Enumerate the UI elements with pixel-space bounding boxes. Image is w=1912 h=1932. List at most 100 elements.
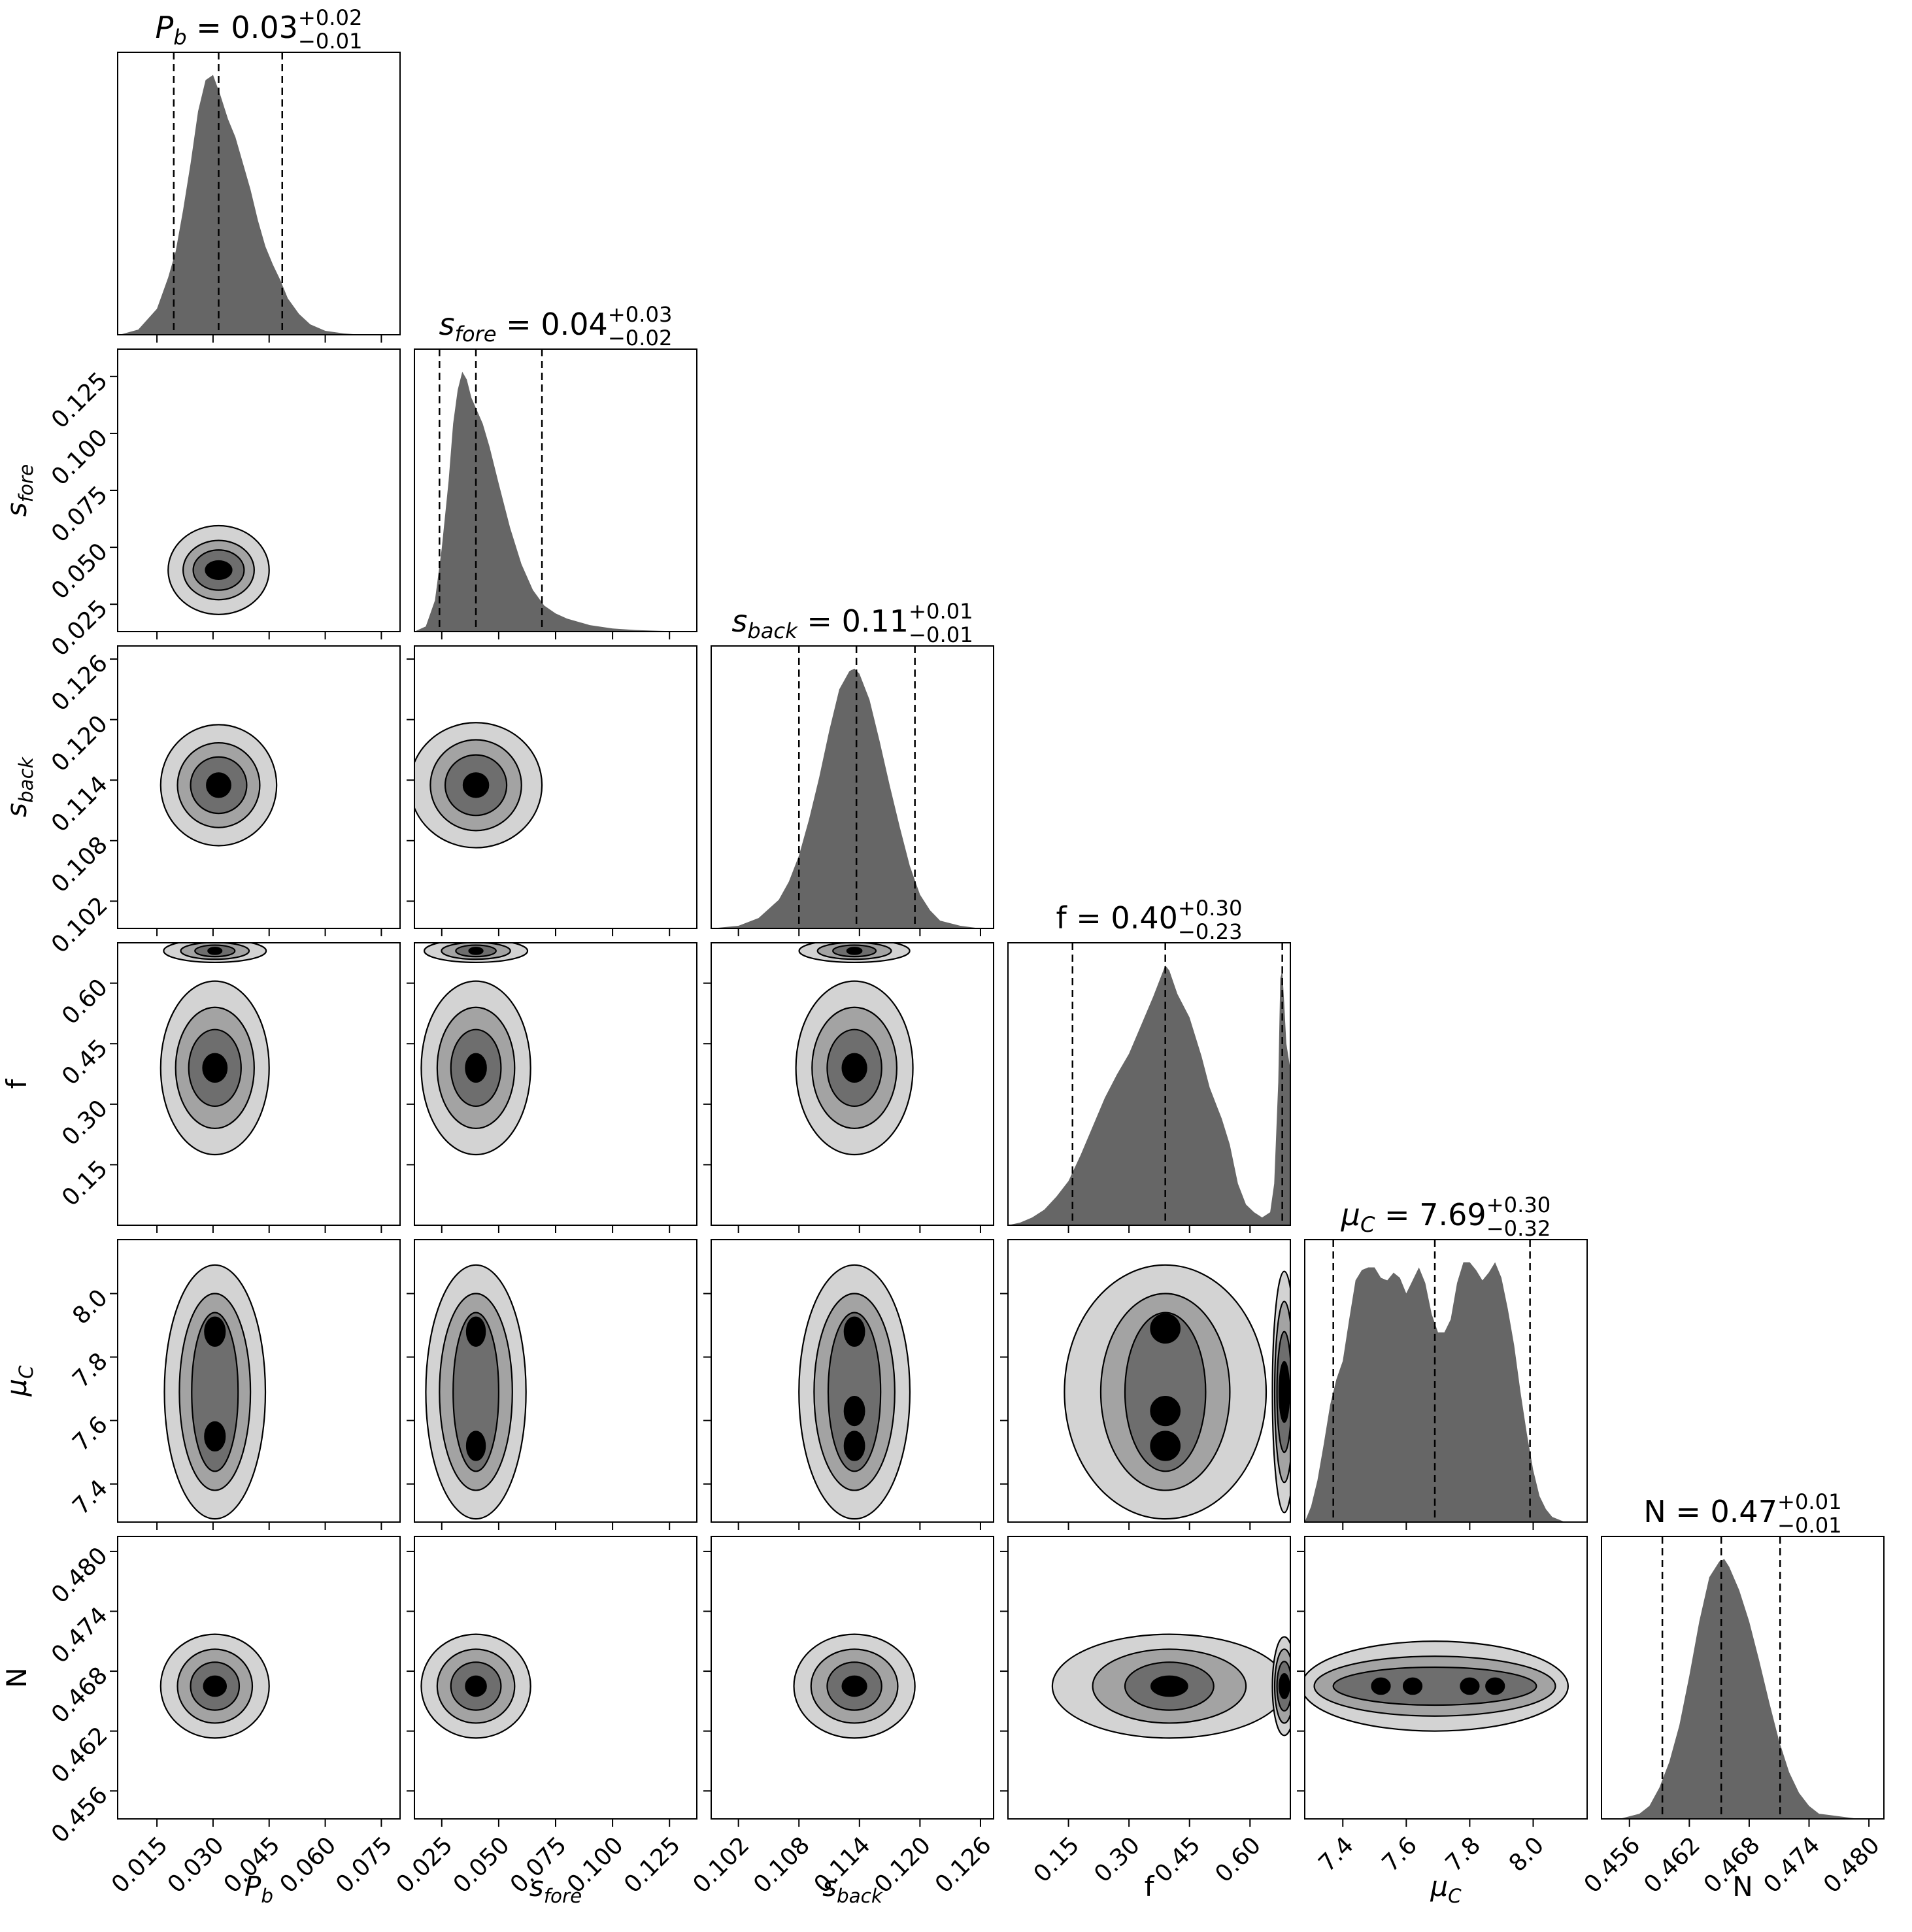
contour-level-3-Pb-f bbox=[202, 1053, 228, 1083]
contour-group-sback-f bbox=[795, 943, 914, 1156]
contour-group-sfore-f bbox=[420, 943, 531, 1156]
contour-group-sfore-N bbox=[420, 1633, 531, 1739]
contour-group-f-N bbox=[1051, 1633, 1290, 1739]
x-axis-label-Pb: Pb bbox=[244, 1871, 273, 1907]
contour-level-2-Pb-muC bbox=[191, 1312, 239, 1472]
title-N-symbol: N bbox=[1643, 1494, 1666, 1529]
y-axis-label-N-symbol: N bbox=[1, 1667, 33, 1687]
panel-frame-3-2 bbox=[711, 942, 994, 1226]
contour-blob-1-f-muC bbox=[1150, 1396, 1181, 1427]
x-axis-label-N: N bbox=[1732, 1871, 1753, 1903]
contour-topband-3-sfore-f bbox=[468, 947, 484, 955]
panel-frame-2-2 bbox=[711, 645, 994, 929]
x-axis-label-muC-subscript: C bbox=[1448, 1885, 1462, 1907]
histogram-N bbox=[1602, 1559, 1884, 1819]
x-axis-label-sback-symbol: s bbox=[822, 1871, 837, 1903]
contour-group-Pb-sfore bbox=[167, 524, 270, 615]
y-axis-label-sback-symbol: s bbox=[1, 803, 33, 817]
panel-frame-5-3 bbox=[1007, 1536, 1291, 1820]
contour-group-sback-N bbox=[793, 1633, 916, 1739]
contour-panel-Pb-N bbox=[159, 1633, 270, 1739]
contour-level-3-sfore-sback bbox=[462, 772, 490, 798]
x-axis-label-f: f bbox=[1145, 1871, 1155, 1903]
y-axis-label-f-symbol: f bbox=[1, 1078, 33, 1089]
x-axis-label-sfore: sfore bbox=[529, 1871, 582, 1907]
title-eq-f: = 0.40 bbox=[1067, 900, 1178, 936]
contour-panel-sback-f bbox=[795, 943, 914, 1156]
contour-blob-3-muC-N bbox=[1485, 1677, 1505, 1695]
contour-blob-0-Pb-muC bbox=[204, 1316, 226, 1347]
contour-panel-muC-N bbox=[1305, 1640, 1569, 1732]
title-muC: μC = 7.69+0.30 −0.32 bbox=[1341, 1193, 1551, 1241]
contour-blob-1-sback-muC bbox=[843, 1396, 865, 1427]
contour-topband-3-sback-f bbox=[846, 947, 863, 955]
histogram-f bbox=[1008, 965, 1290, 1225]
contour-panel-sfore-f bbox=[420, 943, 531, 1156]
contour-blob-0-muC-N bbox=[1371, 1677, 1391, 1695]
y-axis-label-muC-subscript: C bbox=[15, 1365, 37, 1379]
contour-group-sback-muC bbox=[798, 1264, 911, 1520]
contour-blob-1-muC-N bbox=[1402, 1677, 1423, 1695]
contour-blob-0-sfore-muC bbox=[465, 1316, 486, 1347]
y-axis-label-sback-subscript: back bbox=[15, 756, 37, 803]
x-axis-label-sfore-symbol: s bbox=[529, 1871, 544, 1903]
panel-frame-4-4 bbox=[1304, 1239, 1588, 1523]
panel-frame-5-5 bbox=[1601, 1536, 1885, 1820]
contour-blob-2-f-muC bbox=[1150, 1431, 1181, 1461]
panel-frame-3-0 bbox=[117, 942, 401, 1226]
title-eq-N: = 0.47 bbox=[1666, 1494, 1777, 1529]
title-minus-Pb: −0.01 bbox=[298, 29, 363, 54]
title-sfore-subscript: fore bbox=[455, 322, 497, 347]
contour-panel-f-muC bbox=[1064, 1264, 1290, 1520]
title-plus-f: +0.30 bbox=[1178, 896, 1243, 921]
contour-level-3-f-N bbox=[1150, 1675, 1188, 1697]
contour-blob-0-f-muC bbox=[1150, 1313, 1181, 1344]
contour-level-3-sfore-f bbox=[465, 1053, 487, 1083]
title-eq-sfore: = 0.04 bbox=[497, 307, 608, 342]
contour-panel-sfore-muC bbox=[425, 1264, 527, 1520]
title-plus-sback: +0.01 bbox=[909, 599, 973, 624]
contour-blob-1-sfore-muC bbox=[465, 1431, 486, 1461]
contour-panel-sback-muC bbox=[798, 1264, 911, 1520]
histogram-muC bbox=[1305, 1262, 1587, 1522]
histogram-sfore bbox=[414, 371, 697, 632]
panel-frame-5-4 bbox=[1304, 1536, 1588, 1820]
contour-panel-Pb-sback bbox=[159, 724, 278, 847]
contour-rightband-3-f-N bbox=[1278, 1673, 1290, 1699]
x-axis-label-sfore-subscript: fore bbox=[544, 1885, 582, 1907]
y-axis-label-sfore-symbol: s bbox=[1, 502, 33, 517]
title-minus-muC: −0.32 bbox=[1486, 1216, 1551, 1241]
contour-level-3-sfore-N bbox=[465, 1675, 487, 1697]
panel-frame-3-3 bbox=[1007, 942, 1291, 1226]
x-axis-label-N-symbol: N bbox=[1732, 1871, 1753, 1903]
y-axis-label-sfore-subscript: fore bbox=[15, 464, 37, 503]
title-minus-sback: −0.01 bbox=[909, 622, 973, 647]
x-axis-label-Pb-symbol: P bbox=[244, 1871, 261, 1903]
y-axis-label-N: N bbox=[1, 1667, 33, 1687]
title-f-symbol: f bbox=[1056, 900, 1067, 936]
contour-group-Pb-muC bbox=[163, 1264, 267, 1520]
contour-group-muC-N bbox=[1305, 1640, 1569, 1732]
contour-level-2-sback-muC bbox=[827, 1312, 882, 1472]
title-sfore: sfore = 0.04+0.03 −0.02 bbox=[439, 302, 673, 350]
title-minus-f: −0.23 bbox=[1178, 919, 1243, 944]
contour-panel-Pb-f bbox=[159, 943, 270, 1156]
contour-panel-sfore-N bbox=[420, 1633, 531, 1739]
title-eq-sback: = 0.11 bbox=[797, 603, 909, 639]
contour-group-f-muC bbox=[1064, 1264, 1290, 1520]
panel-frame-5-2 bbox=[711, 1536, 994, 1820]
contour-panel-sfore-sback bbox=[414, 722, 543, 849]
title-minus-sfore: −0.02 bbox=[608, 326, 673, 350]
title-sback-subscript: back bbox=[747, 619, 798, 643]
contour-group-Pb-f bbox=[159, 943, 270, 1156]
x-axis-label-muC: μC bbox=[1430, 1871, 1462, 1907]
x-axis-label-muC-symbol: μ bbox=[1430, 1871, 1448, 1903]
title-plus-Pb: +0.02 bbox=[298, 5, 363, 30]
y-axis-label-sfore: sfore bbox=[1, 464, 37, 517]
title-Pb-symbol: P bbox=[155, 10, 173, 45]
contour-rightband-3-f-muC bbox=[1278, 1361, 1290, 1423]
panel-frame-4-3 bbox=[1007, 1239, 1291, 1523]
x-axis-label-f-symbol: f bbox=[1145, 1871, 1155, 1903]
title-eq-muC: = 7.69 bbox=[1375, 1197, 1486, 1232]
x-axis-label-sback-subscript: back bbox=[837, 1885, 883, 1907]
